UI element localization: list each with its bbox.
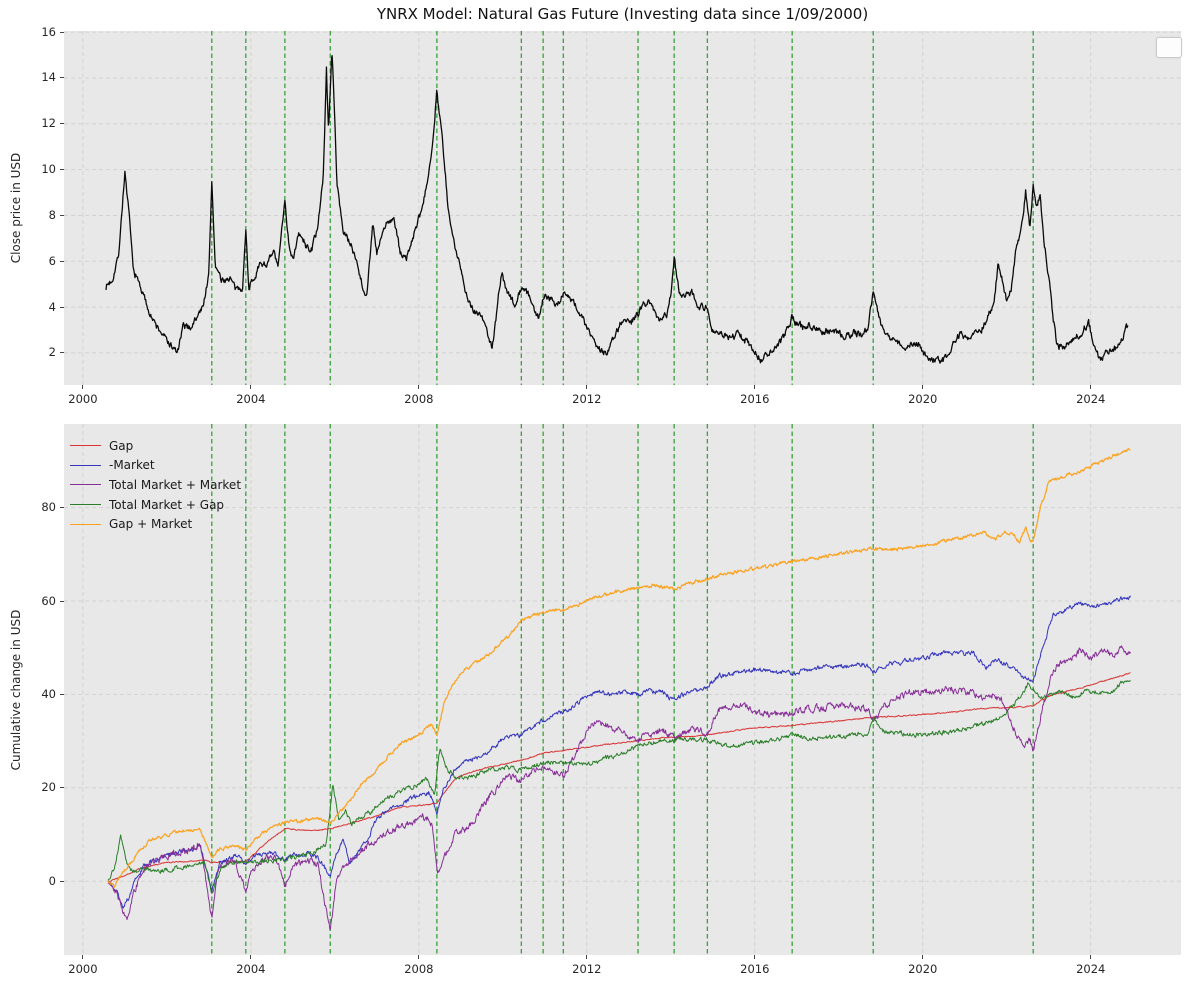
legend-item: Total Market + Gap [70, 495, 241, 515]
x-tick-label: 2004 [236, 962, 266, 976]
y-tick [60, 169, 64, 171]
legend-item: Total Market + Market [70, 475, 241, 495]
x-tick-label: 2020 [908, 392, 938, 406]
x-tick [82, 385, 84, 389]
empty-legend-box [1156, 37, 1182, 58]
y-tick-label: 20 [41, 780, 56, 795]
x-tick-label: 2024 [1076, 962, 1106, 976]
y-tick [60, 787, 64, 789]
y-tick [60, 600, 64, 602]
x-tick-label: 2008 [404, 962, 434, 976]
legend-label: -Market [109, 458, 155, 473]
x-tick [250, 385, 252, 389]
y-tick [60, 123, 64, 125]
y-tick [60, 352, 64, 354]
legend-item: Gap + Market [70, 514, 241, 534]
y-tick [60, 880, 64, 882]
x-tick [754, 955, 756, 959]
y-tick-label: 4 [48, 299, 56, 314]
y-tick-label: 80 [41, 500, 56, 515]
y-tick [60, 306, 64, 308]
x-tick-label: 2012 [572, 392, 602, 406]
y-tick-label: 8 [48, 207, 56, 222]
y-tick-label: 0 [48, 873, 56, 888]
figure-title: YNRX Model: Natural Gas Future (Investin… [376, 5, 869, 23]
y-tick-label: 40 [41, 686, 56, 701]
x-tick-label: 2000 [68, 392, 98, 406]
y-tick-label: 6 [48, 253, 56, 268]
y-tick [60, 31, 64, 33]
x-tick [82, 955, 84, 959]
x-tick [250, 955, 252, 959]
x-tick [922, 955, 924, 959]
x-tick [586, 955, 588, 959]
legend-label: Gap + Market [109, 517, 193, 532]
x-tick-label: 2012 [572, 962, 602, 976]
y-tick-label: 10 [41, 162, 56, 177]
x-tick-label: 2016 [740, 392, 770, 406]
x-tick [922, 385, 924, 389]
x-tick-label: 2008 [404, 392, 434, 406]
legend-line-swatch [70, 504, 101, 506]
legend-line-swatch [70, 523, 101, 525]
legend-label: Total Market + Market [109, 477, 242, 492]
y-tick-label: 14 [41, 70, 56, 85]
y-tick [60, 214, 64, 216]
x-tick-label: 2000 [68, 962, 98, 976]
x-tick-label: 2004 [236, 392, 266, 406]
legend-line-swatch [70, 445, 101, 447]
y-tick-label: 12 [41, 116, 56, 131]
x-tick [754, 385, 756, 389]
legend-item: -Market [70, 456, 241, 476]
y-tick-label: 16 [41, 24, 56, 39]
x-tick [418, 385, 420, 389]
y-tick [60, 507, 64, 509]
x-tick-label: 2020 [908, 962, 938, 976]
x-tick [418, 955, 420, 959]
legend-label: Gap [109, 438, 134, 453]
x-tick [1090, 955, 1092, 959]
cumulative-change-chart [64, 424, 1181, 955]
y-tick-label: 60 [41, 593, 56, 608]
legend-item: Gap [70, 436, 241, 456]
x-tick-label: 2016 [740, 962, 770, 976]
close-price-chart [64, 31, 1181, 385]
y-tick-label: 2 [48, 345, 56, 360]
y-tick [60, 260, 64, 262]
legend: Gap -Market Total Market + Market Total Mar… [70, 436, 241, 534]
x-tick-label: 2024 [1076, 392, 1106, 406]
x-tick [586, 385, 588, 389]
y-tick [60, 77, 64, 79]
y-tick [60, 693, 64, 695]
legend-label: Total Market + Gap [109, 497, 225, 512]
x-tick [1090, 385, 1092, 389]
legend-line-swatch [70, 484, 101, 486]
legend-line-swatch [70, 464, 101, 466]
